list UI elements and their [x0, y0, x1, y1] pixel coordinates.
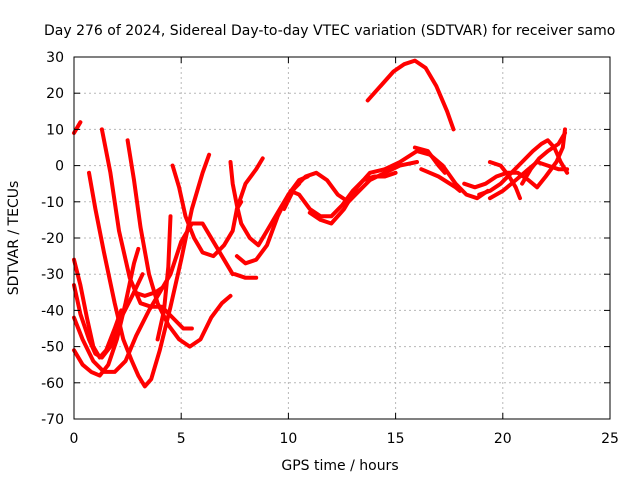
- x-axis: 0 5 10 15 20 25: [70, 57, 619, 447]
- series-arc-20: [412, 145, 447, 175]
- series-arc-01: [72, 120, 83, 135]
- x-tick-label: 15: [387, 431, 405, 447]
- series-arc-18: [307, 149, 490, 226]
- series-arc-21: [419, 167, 462, 193]
- series-arc-23: [477, 138, 570, 197]
- series-arc-26: [520, 131, 567, 186]
- series-arc-07: [99, 127, 194, 331]
- x-tick-label: 20: [494, 431, 512, 447]
- y-tick-label: 20: [46, 86, 64, 102]
- x-tick-label: 0: [70, 431, 79, 447]
- series-arc-11: [170, 163, 244, 259]
- x-tick-label: 25: [601, 431, 619, 447]
- x-tick-label: 10: [279, 431, 297, 447]
- series-group: [72, 58, 570, 389]
- series-arc-17: [282, 160, 419, 211]
- x-tick-label: 5: [177, 431, 186, 447]
- y-tick-label: -20: [41, 231, 64, 247]
- chart-title: Day 276 of 2024, Sidereal Day-to-day VTE…: [44, 23, 615, 39]
- series-arc-03: [72, 272, 145, 360]
- y-tick-label: 0: [55, 159, 64, 175]
- y-tick-label: 10: [46, 122, 64, 138]
- y-axis: 30 20 10 0 -10 -20 -30 -40 -50 -60 -70: [41, 50, 610, 428]
- series-arc-13: [234, 156, 265, 211]
- series-arc-24: [487, 160, 522, 201]
- series-arc-09: [132, 283, 169, 298]
- y-tick-label: -60: [41, 376, 64, 392]
- series-arc-10: [155, 214, 173, 342]
- y-tick-label: -30: [41, 267, 64, 283]
- x-axis-label: GPS time / hours: [281, 458, 398, 474]
- series-arc-19: [365, 58, 456, 132]
- y-tick-label: 30: [46, 50, 64, 66]
- y-tick-label: -10: [41, 195, 64, 211]
- y-tick-label: -70: [41, 412, 64, 428]
- series-arc-15: [232, 272, 259, 280]
- series-arc-04: [72, 221, 235, 374]
- y-tick-label: -40: [41, 303, 64, 319]
- y-axis-label: SDTVAR / TECUs: [6, 181, 22, 296]
- y-tick-label: -50: [41, 340, 64, 356]
- series-arc-08: [125, 138, 233, 349]
